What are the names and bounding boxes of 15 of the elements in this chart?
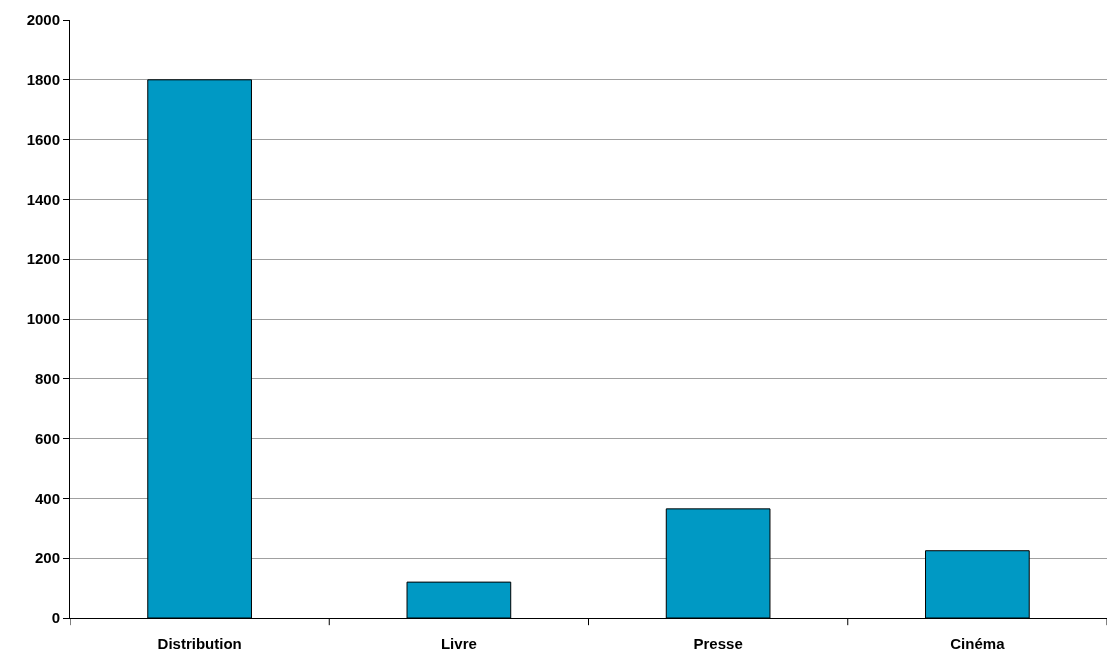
x-tick-label: Livre [440,635,477,652]
y-tick-label: 1200 [26,250,60,268]
y-tick-label: 400 [34,489,60,507]
x-tick-label: Cinéma [950,635,1006,652]
y-tick-label: 600 [34,429,60,447]
y-tick-label: 800 [34,370,60,388]
y-tick-label: 0 [51,609,60,627]
y-tick-label: 1600 [26,130,60,148]
y-tick-label: 1000 [26,310,60,328]
y-tick-label: 1400 [26,190,60,208]
y-tick-label: 1800 [26,71,60,89]
y-tick-label: 2000 [26,11,60,29]
x-tick-label: Distribution [157,635,242,652]
y-tick-label: 200 [34,549,60,567]
x-tick-label: Presse [693,635,743,652]
